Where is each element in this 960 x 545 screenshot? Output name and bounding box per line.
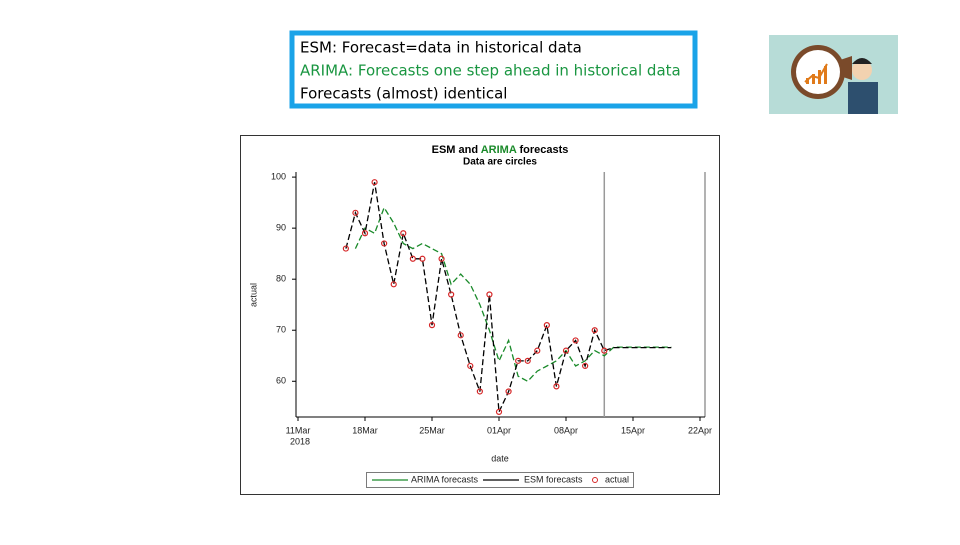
x-tick-label: 11Mar xyxy=(286,425,311,435)
data-point xyxy=(467,362,474,370)
data-point xyxy=(524,357,531,364)
x-year-label: 2018 xyxy=(290,436,310,446)
data-point xyxy=(342,245,349,252)
callout-line: Forecasts (almost) identical xyxy=(300,85,507,103)
chart-subtitle: Data are circles xyxy=(463,157,537,168)
x-tick-label: 25Mar xyxy=(419,425,445,435)
data-point xyxy=(553,383,560,390)
data-point xyxy=(457,332,464,339)
data-point xyxy=(601,347,608,354)
data-point xyxy=(409,255,416,262)
data-point xyxy=(400,230,407,237)
legend-label: actual xyxy=(605,474,629,484)
data-point xyxy=(572,337,579,344)
callout: ESM: Forecast=data in historical data ARI… xyxy=(300,39,681,103)
x-tick-label: 01Apr xyxy=(487,425,511,435)
callout-box xyxy=(289,30,698,109)
y-tick-label: 80 xyxy=(276,274,286,284)
data-point xyxy=(428,322,436,329)
data-point xyxy=(448,291,455,298)
x-tick-label: 18Mar xyxy=(352,425,378,435)
data-point xyxy=(505,388,512,395)
callout-line: ESM: Forecast=data in historical data xyxy=(300,39,582,57)
x-tick-label: 22Apr xyxy=(688,425,712,435)
data-point xyxy=(562,347,570,354)
data-point xyxy=(591,327,598,334)
data-point xyxy=(352,209,359,216)
data-point xyxy=(371,179,378,186)
data-point xyxy=(543,322,550,329)
data-point xyxy=(381,240,388,247)
title-part: ARIMA xyxy=(481,144,517,156)
series-line xyxy=(345,182,672,415)
x-tick-label: 08Apr xyxy=(554,425,578,435)
illustration xyxy=(769,35,898,114)
legend-label: ARIMA forecasts xyxy=(411,474,479,484)
data-point xyxy=(361,230,369,237)
data-point xyxy=(495,408,503,415)
y-axis-label: actual xyxy=(248,283,258,307)
legend-marker xyxy=(592,477,598,483)
data-point xyxy=(476,388,483,395)
title-part: ESM and xyxy=(432,144,478,156)
data-point xyxy=(390,281,397,288)
chart-title: ESM and ARIMA forecasts xyxy=(432,144,569,156)
y-tick-label: 100 xyxy=(271,171,286,181)
plot: 60 70 80 90 100 11Mar 18Mar 25Mar 01Apr 08Apr 15Ap… xyxy=(271,171,712,488)
y-tick-label: 70 xyxy=(276,325,286,335)
data-point xyxy=(438,255,445,262)
y-tick-label: 90 xyxy=(276,223,286,233)
data-point xyxy=(486,291,493,298)
data-point xyxy=(534,347,541,354)
data-point xyxy=(582,362,589,370)
data-point xyxy=(515,357,522,364)
callout-line: ARIMA: Forecasts one step ahead in histo… xyxy=(300,62,681,80)
chart-frame xyxy=(240,135,720,495)
x-tick-label: 15Apr xyxy=(621,425,645,435)
x-axis-label: date xyxy=(491,453,509,463)
legend-label: ESM forecasts xyxy=(524,474,583,484)
y-tick-label: 60 xyxy=(276,376,286,386)
data-point xyxy=(419,255,426,262)
title-part: forecasts xyxy=(519,144,568,156)
